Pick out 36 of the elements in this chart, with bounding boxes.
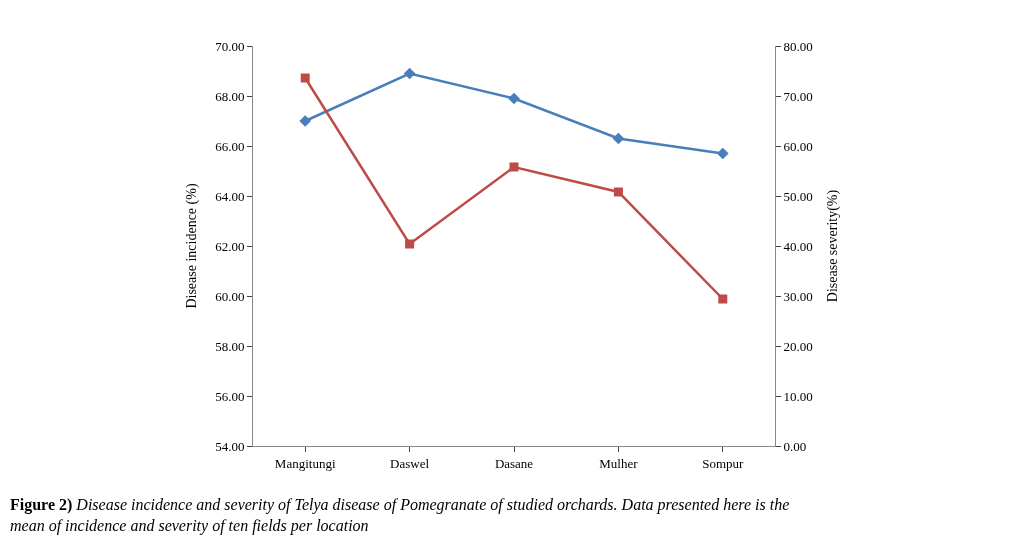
point [403, 67, 416, 80]
y-axis-title: Disease incidence (%) [183, 183, 200, 309]
caption: Figure 2) Disease incidence and severity of Telya disease of Pomegranate of studied orchards. Data presented here is the mean of incidence and severity of ten fields per location [10, 496, 790, 535]
x-tick-label: Dasane [494, 455, 534, 471]
y-tick-label: 66.00 [215, 138, 245, 154]
x-tick-label: Daswel [390, 455, 430, 471]
y-tick-label: 70.00 [215, 38, 245, 54]
y2-tick-label: 40.00 [783, 238, 813, 254]
y-tick-label: 62.00 [215, 238, 245, 254]
x-tick-label: Mangitungi [274, 455, 336, 471]
y2-tick-label: 50.00 [783, 188, 813, 204]
y2-tick-label: 80.00 [783, 38, 813, 54]
point [405, 239, 415, 249]
point [718, 294, 728, 304]
x-tick-label: Sompur [702, 455, 745, 471]
point [716, 147, 729, 160]
y2-tick-label: 10.00 [783, 388, 813, 404]
point [509, 162, 519, 172]
point [613, 187, 623, 197]
point [612, 132, 625, 145]
y2-tick-label: 60.00 [783, 138, 813, 154]
y-tick-label: 56.00 [215, 388, 245, 404]
y-tick-label: 64.00 [215, 188, 245, 204]
point [508, 92, 520, 105]
y-tick-label: 60.00 [215, 288, 245, 304]
y-tick-label: 68.00 [215, 88, 245, 104]
y2-tick-label: 70.00 [783, 88, 813, 104]
y-tick-label: 54.00 [215, 438, 245, 454]
point [299, 115, 312, 127]
y2-tick-label: 0.00 [783, 438, 807, 454]
y2-axis-title: Disease severity(%) [825, 189, 842, 303]
point [300, 73, 310, 83]
y-tick-label: 58.00 [215, 338, 245, 354]
y2-tick-label: 20.00 [783, 338, 813, 354]
y2-tick-label: 30.00 [783, 288, 813, 304]
x-tick-label: Mulher [599, 455, 639, 471]
